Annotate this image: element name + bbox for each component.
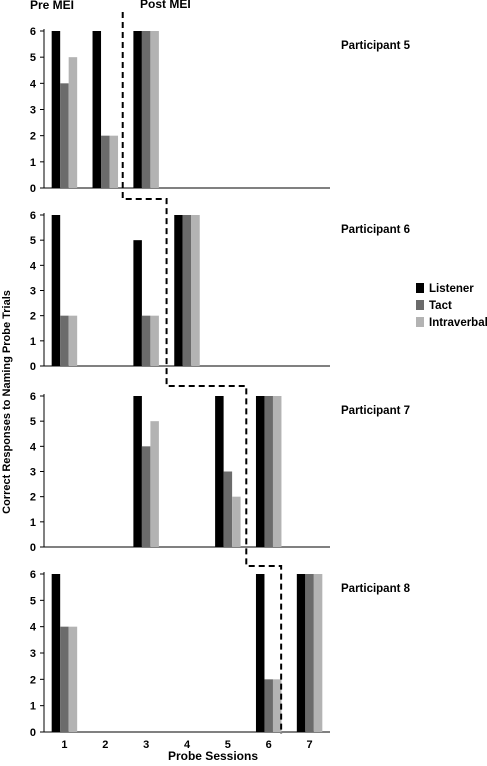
y-tick-label: 3 [30,105,36,117]
y-tick-label: 2 [30,492,36,504]
y-tick-label: 5 [30,52,36,64]
y-tick-label: 5 [30,416,36,428]
bar-listener-session-3 [133,240,142,366]
panel-1: 0 1 2 3 4 5 6 Participant 5 [30,26,411,195]
bar-tact-session-3 [141,315,151,366]
x-axis-label: Probe Sessions [168,749,258,763]
phase-change-line [121,12,283,734]
bar-tact-session-1 [60,83,69,188]
y-tick-label: 3 [30,648,36,660]
y-tick-label: 1 [30,517,36,529]
x-tick-label: 1 [61,739,67,751]
bar-listener-session-3 [133,31,142,188]
phase-label-post: Post MEI [140,0,191,11]
bar-intraverbal-session-1 [68,626,78,732]
y-tick-label: 5 [30,235,36,247]
bar-intraverbal-session-2 [109,135,119,188]
y-tick-label: 2 [30,131,36,143]
panel-2: 0 1 2 3 4 5 6 Participant 6 [30,210,410,373]
legend-label-tact: Tact [429,300,452,312]
bar-tact-session-3 [141,31,151,188]
bar-tact-session-4 [182,215,192,366]
legend-swatch-tact [416,300,424,310]
x-tick-label: 2 [102,739,108,751]
y-tick-label: 0 [30,183,36,195]
y-tick-label: 6 [30,210,36,222]
bar-tact-session-6 [264,679,273,732]
legend-swatch-intraverbal [416,317,424,327]
y-tick-label: 6 [30,391,36,403]
y-tick-label: 4 [30,78,37,90]
y-tick-label: 1 [30,701,36,713]
x-tick-label: 6 [266,739,272,751]
legend: Listener Tact Intraverbal [416,283,487,329]
y-tick-label: 2 [30,311,36,323]
x-tick-label: 5 [225,739,231,751]
y-tick-label: 6 [30,26,36,38]
bar-listener-session-5 [215,396,224,547]
panel-3: 0 1 2 3 4 5 6 Participant 7 [30,391,410,554]
bar-listener-session-1 [51,31,61,188]
y-tick-label: 4 [30,260,37,272]
bar-listener-session-1 [51,215,61,366]
legend-label-listener: Listener [429,283,474,295]
bar-intraverbal-session-1 [68,315,78,366]
bar-listener-session-1 [51,574,61,732]
bar-listener-session-2 [92,31,102,188]
y-axis-label: Correct Responses to Naming Probe Trials [1,290,13,514]
bar-tact-session-1 [60,315,69,366]
panels-group: 0 1 2 3 4 5 6 Participant 5 0 1 2 3 4 5 6 Participant 6… [30,26,411,751]
x-tick-label: 4 [184,739,191,751]
panel-title: Participant 7 [341,405,410,417]
bar-listener-session-3 [133,396,142,547]
legend-swatch-listener [416,283,424,293]
bar-intraverbal-session-3 [150,31,159,188]
y-tick-label: 5 [30,595,36,607]
bar-intraverbal-session-5 [232,496,241,547]
panel-title: Participant 8 [341,583,411,595]
y-tick-label: 4 [30,441,37,453]
y-tick-label: 6 [30,569,36,581]
y-tick-label: 3 [30,286,36,298]
bar-intraverbal-session-1 [68,57,78,188]
bar-tact-session-5 [223,471,233,547]
legend-label-intraverbal: Intraverbal [429,317,487,329]
bar-intraverbal-session-3 [150,315,159,366]
bar-intraverbal-session-3 [150,421,159,547]
bar-listener-session-4 [174,215,183,366]
bar-intraverbal-session-6 [272,396,282,547]
bar-tact-session-6 [264,396,273,547]
bar-tact-session-7 [305,574,314,732]
bar-listener-session-6 [255,574,265,732]
bar-tact-session-2 [101,135,110,188]
bar-tact-session-3 [141,446,151,547]
y-tick-label: 3 [30,467,36,479]
y-tick-label: 1 [30,157,36,169]
x-tick-label: 7 [307,739,313,751]
y-tick-label: 0 [30,361,36,373]
y-tick-label: 1 [30,336,36,348]
x-tick-label: 3 [143,739,149,751]
y-tick-label: 0 [30,542,36,554]
bar-intraverbal-session-6 [272,679,282,732]
bar-listener-session-6 [255,396,265,547]
bar-tact-session-1 [60,626,69,732]
bar-intraverbal-session-7 [313,574,323,732]
y-tick-label: 4 [30,622,37,634]
phase-label-pre: Pre MEI [30,0,74,12]
bar-intraverbal-session-4 [191,215,200,366]
panel-title: Participant 5 [341,40,411,52]
bar-listener-session-7 [296,574,306,732]
panel-title: Participant 6 [341,224,410,236]
panel-4: 0 1 2 3 4 5 6 Participant 8 1 2 3 4 5 6 7 [30,569,411,751]
y-tick-label: 2 [30,674,36,686]
y-tick-label: 0 [30,727,36,739]
